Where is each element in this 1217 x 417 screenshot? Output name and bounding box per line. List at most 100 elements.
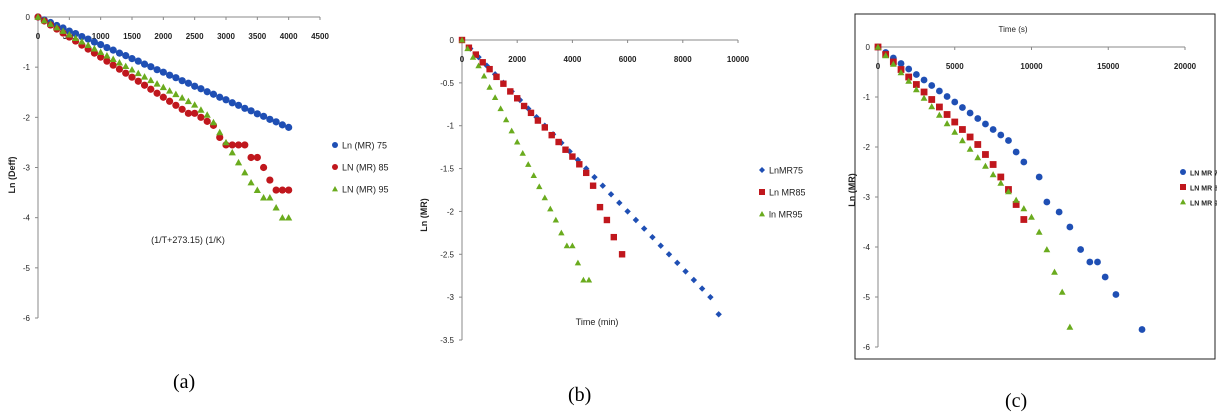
data-point — [203, 111, 211, 118]
data-point — [882, 52, 890, 59]
data-point — [78, 32, 86, 41]
data-point — [596, 203, 604, 211]
data-point — [974, 115, 982, 122]
data-point — [982, 162, 989, 169]
data-point — [555, 138, 562, 146]
y-tick-label: -2 — [23, 113, 31, 122]
data-point — [78, 37, 86, 45]
data-point — [178, 77, 186, 85]
data-point — [1005, 137, 1012, 144]
data-point — [982, 151, 989, 158]
data-point — [548, 131, 555, 139]
legend-marker — [759, 167, 765, 173]
data-point — [912, 81, 920, 88]
y-tick-label: -6 — [23, 314, 31, 323]
data-point — [228, 99, 236, 107]
data-point — [140, 60, 149, 68]
data-point — [674, 259, 681, 267]
data-point — [260, 163, 268, 172]
data-point — [514, 95, 521, 102]
data-point — [1043, 246, 1051, 253]
data-point — [936, 87, 943, 95]
data-point — [966, 145, 974, 152]
chart-title: Time (s) — [998, 25, 1027, 34]
data-point — [1012, 196, 1020, 203]
data-point — [197, 113, 205, 121]
data-point — [1086, 258, 1094, 266]
data-point — [525, 161, 532, 167]
data-point — [928, 82, 936, 89]
data-point — [500, 80, 507, 87]
data-point — [547, 205, 554, 212]
data-point — [912, 71, 920, 78]
series-1 — [34, 13, 293, 194]
data-point — [147, 85, 155, 93]
data-point — [580, 276, 587, 283]
data-point — [1035, 228, 1043, 235]
data-point — [272, 186, 280, 194]
data-point — [541, 194, 548, 201]
legend-marker — [759, 211, 765, 217]
series-2 — [34, 13, 293, 221]
x-tick-label: 2000 — [508, 55, 526, 64]
legend-marker — [1180, 184, 1186, 190]
data-point — [109, 55, 117, 63]
x-tick-label: 0 — [36, 32, 41, 41]
data-point — [1058, 288, 1066, 295]
y-tick-label: -3 — [447, 293, 455, 302]
data-point — [1020, 158, 1028, 166]
data-point — [905, 65, 913, 73]
data-point — [486, 83, 493, 90]
y-tick-label: 0 — [26, 13, 31, 22]
x-tick-label: 8000 — [674, 55, 692, 64]
data-point — [974, 154, 982, 161]
data-point — [84, 41, 92, 48]
data-point — [920, 94, 928, 101]
data-point — [278, 214, 286, 221]
y-tick-label: -6 — [863, 343, 871, 352]
data-point — [115, 65, 124, 73]
y-tick-label: -1 — [863, 93, 871, 102]
data-point — [982, 120, 989, 128]
data-point — [122, 69, 130, 77]
data-point — [128, 73, 136, 81]
data-point — [905, 77, 913, 84]
y-tick-label: -3.5 — [440, 336, 454, 345]
data-point — [234, 141, 243, 149]
data-point — [285, 123, 293, 131]
x-tick-label: 1000 — [92, 32, 110, 41]
data-point — [514, 138, 521, 145]
data-point — [147, 76, 155, 84]
data-point — [90, 45, 98, 52]
data-point — [197, 106, 205, 113]
data-point — [610, 233, 617, 241]
data-point — [1066, 323, 1074, 330]
data-point — [1051, 268, 1058, 275]
x-axis-label: Time (min) — [576, 317, 619, 327]
data-point — [1012, 148, 1020, 156]
data-point — [203, 117, 211, 125]
data-point — [247, 178, 255, 186]
data-point — [228, 148, 236, 156]
data-point — [65, 30, 73, 38]
data-point — [1005, 188, 1012, 195]
data-point — [682, 268, 689, 275]
y-tick-label: -2 — [447, 207, 455, 216]
data-point — [191, 82, 199, 90]
chart-c: 0 5000 10000 15000 20000 0 -1 -2 -3 -4 -5 -6 Ln (MR)… — [847, 13, 1217, 360]
data-point — [472, 51, 479, 58]
data-point — [209, 118, 218, 126]
data-point — [272, 118, 280, 126]
y-tick-label: -1 — [447, 122, 455, 131]
legend-label: Ln (MR) 75 — [342, 141, 387, 151]
data-point — [589, 182, 597, 189]
legend-label: LN MR 85 — [1190, 186, 1217, 193]
data-point — [197, 85, 205, 93]
data-point — [989, 171, 997, 178]
data-point — [115, 59, 124, 66]
data-point — [109, 61, 117, 69]
legend-label: LnMR75 — [769, 166, 803, 176]
data-point — [228, 141, 236, 149]
data-point — [1077, 246, 1085, 253]
data-point — [458, 36, 466, 43]
